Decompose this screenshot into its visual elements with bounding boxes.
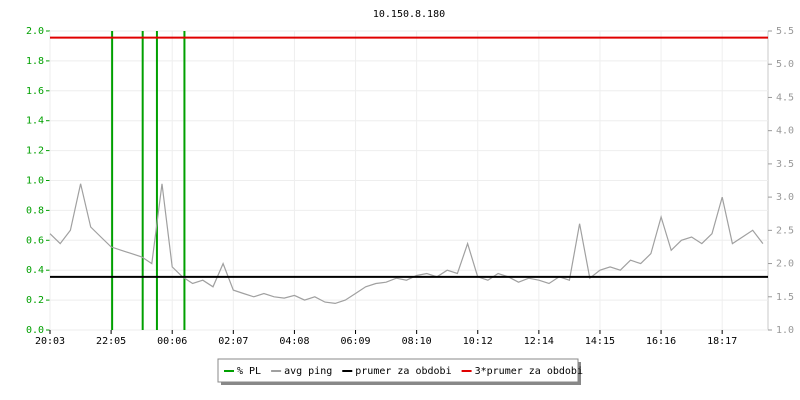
y2-tick-label: 3.5: [776, 159, 794, 170]
x-tick-label: 12:14: [524, 336, 554, 347]
y-tick-label: 0.2: [26, 295, 44, 306]
y2-tick-label: 5.5: [776, 26, 794, 37]
legend-box: [217, 358, 579, 383]
y-tick-label: 2.0: [26, 26, 44, 37]
y2-tick-label: 2.5: [776, 225, 794, 236]
y-tick-label: 1.2: [26, 146, 44, 157]
y2-tick-label: 5.0: [776, 59, 794, 70]
legend-label: avg ping: [284, 366, 332, 377]
x-tick-label: 06:09: [340, 336, 370, 347]
legend-label: % PL: [237, 366, 261, 377]
y2-tick-label: 1.0: [776, 325, 794, 336]
y-tick-label: 0.6: [26, 235, 44, 246]
y-tick-label: 1.6: [26, 86, 44, 97]
x-tick-label: 02:07: [218, 336, 248, 347]
chart-title: 10.150.8.180: [373, 9, 445, 20]
y2-tick-label: 3.0: [776, 192, 794, 203]
x-tick-label: 00:06: [157, 336, 187, 347]
legend-label: 3*prumer za obdobi: [475, 366, 583, 377]
y-tick-label: 0.4: [26, 265, 44, 276]
y-tick-label: 1.4: [26, 116, 44, 127]
y2-tick-label: 4.0: [776, 126, 794, 137]
y2-tick-label: 4.5: [776, 92, 794, 103]
y2-tick-label: 1.5: [776, 292, 794, 303]
x-tick-label: 16:16: [646, 336, 676, 347]
legend-label: prumer za obdobi: [355, 366, 451, 377]
x-tick-label: 14:15: [585, 336, 615, 347]
y-tick-label: 0.8: [26, 205, 44, 216]
y-tick-label: 1.8: [26, 56, 44, 67]
y2-tick-label: 2.0: [776, 259, 794, 270]
x-tick-label: 04:08: [279, 336, 309, 347]
x-tick-label: 08:10: [402, 336, 432, 347]
x-tick-label: 22:05: [96, 336, 126, 347]
ping-line: [49, 183, 764, 305]
x-tick-label: 10:12: [463, 336, 493, 347]
y-tick-label: 0.0: [26, 325, 44, 336]
x-tick-label: 18:17: [707, 336, 737, 347]
y-tick-label: 1.0: [26, 176, 44, 187]
x-tick-label: 20:03: [35, 336, 65, 347]
